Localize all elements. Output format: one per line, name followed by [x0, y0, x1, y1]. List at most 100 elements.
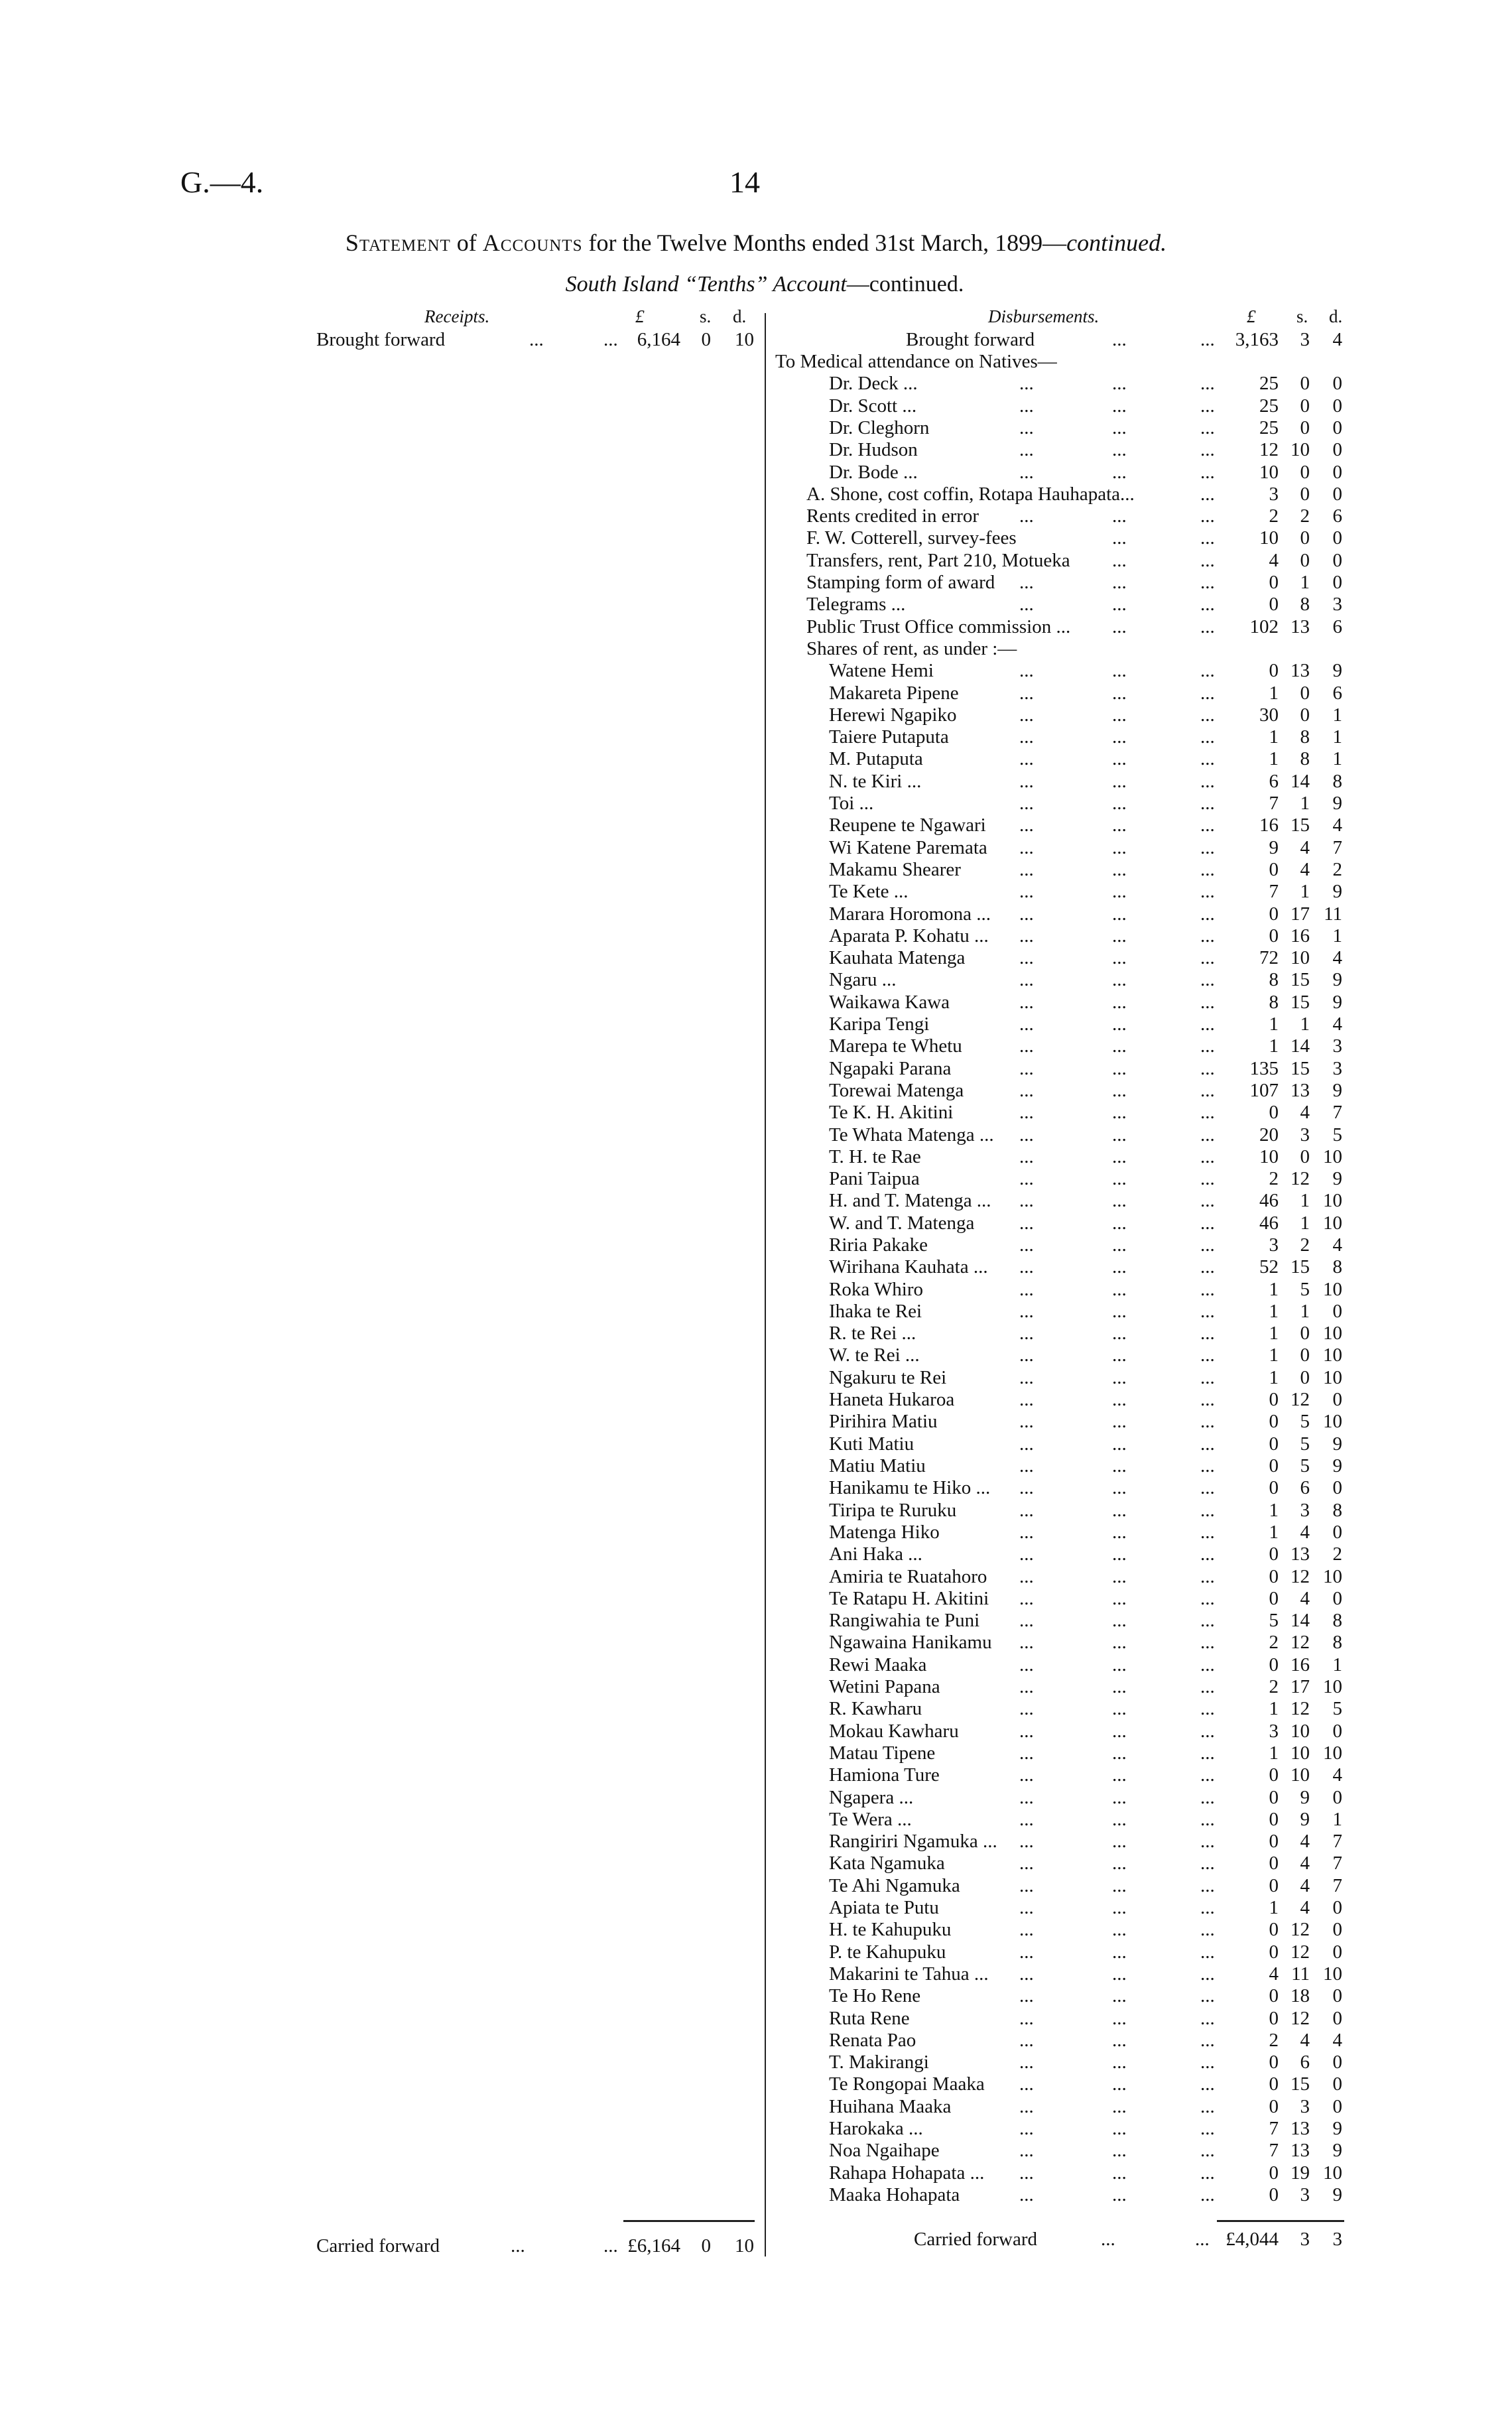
leader-dots: ...	[1019, 2118, 1034, 2139]
leader-dots: ...	[1019, 1764, 1034, 1786]
leader-dots: ...	[1019, 660, 1034, 681]
leader-dots: ...	[1200, 1543, 1215, 1565]
shillings: 15	[1291, 1256, 1310, 1277]
pence: 9	[1332, 2140, 1343, 2161]
leader-dots: ...	[1019, 1389, 1034, 1410]
leader-dots: ...	[1112, 439, 1127, 460]
statement-title: Statement of Accounts for the Twelve Mon…	[0, 229, 1512, 257]
disbursements-heading: Disbursements.	[988, 306, 1100, 326]
pounds: 0	[1269, 1433, 1279, 1455]
leader-dots: ...	[1112, 1543, 1127, 1565]
pounds: 25	[1259, 373, 1279, 394]
leader-dots: ...	[1019, 1367, 1034, 1388]
leader-dots: ...	[1019, 1058, 1034, 1079]
leader-dots: ...	[1200, 2052, 1215, 2073]
leader-dots: ...	[1200, 1102, 1215, 1123]
shillings: 4	[1300, 1522, 1310, 1543]
shillings: 19	[1291, 2162, 1310, 2184]
pence: 0	[1332, 395, 1343, 417]
pounds: 0	[1269, 1455, 1279, 1476]
shillings: 4	[1300, 1588, 1310, 1609]
leader-dots: ...	[1019, 925, 1034, 947]
row-label: A. Shone, cost coffin, Rotapa Hauhapata.…	[806, 484, 1135, 505]
pence: 10	[1323, 1367, 1342, 1388]
shillings: 15	[1291, 969, 1310, 990]
leader-dots: ...	[1112, 1455, 1127, 1476]
leader-dots: ...	[1019, 2140, 1034, 2161]
leader-dots: ...	[1112, 2008, 1127, 2029]
shillings: 8	[1300, 726, 1310, 748]
leader-dots: ...	[1112, 1058, 1127, 1079]
pounds: 6	[1269, 771, 1279, 792]
row-label: T. H. te Rae	[829, 1146, 921, 1167]
leader-dots: ...	[1200, 793, 1215, 814]
pounds: 0	[1269, 859, 1279, 880]
leader-dots: ...	[1200, 992, 1215, 1013]
pence: 9	[1332, 793, 1343, 814]
row-label: Wirihana Kauhata ...	[829, 1256, 988, 1277]
pence: 8	[1332, 1500, 1343, 1521]
row-label: Haneta Hukaroa	[829, 1389, 955, 1410]
pence: 0	[1332, 462, 1343, 483]
pence: 4	[1332, 1014, 1343, 1035]
leader-dots: ...	[1200, 462, 1215, 483]
pounds: 1	[1269, 1323, 1279, 1344]
row-label: Mokau Kawharu	[829, 1721, 959, 1742]
disbursements-col-shillings: s.	[1296, 306, 1308, 326]
leader-dots: ...	[1019, 1102, 1034, 1123]
leader-dots: ...	[1019, 704, 1034, 726]
leader-dots: ...	[1200, 1676, 1215, 1697]
row-label: Te Ratapu H. Akitini	[829, 1588, 989, 1609]
pounds: 0	[1269, 660, 1279, 681]
pence: 6	[1332, 505, 1343, 527]
leader-dots: ...	[1200, 1035, 1215, 1057]
leader-dots: ...	[1019, 1080, 1034, 1101]
pence: 6	[1332, 616, 1343, 637]
shillings: 1	[1300, 1212, 1310, 1234]
row-label: Huihana Maaka	[829, 2096, 952, 2117]
shillings: 9	[1300, 1787, 1310, 1808]
shillings: 9	[1300, 1809, 1310, 1830]
title-period: for the Twelve Months ended 31st March, …	[582, 229, 1067, 256]
pounds: 0	[1269, 2096, 1279, 2117]
row-label: Pani Taipua	[829, 1168, 920, 1189]
pence: 0	[1332, 1301, 1343, 1322]
pence: 0	[1332, 2073, 1343, 2095]
pounds: £4,044	[1226, 2229, 1279, 2250]
shillings: 4	[1300, 1831, 1310, 1852]
row-label: Hanikamu te Hiko ...	[829, 1477, 991, 1498]
leader-dots: ...	[1200, 1477, 1215, 1498]
row-label: T. Makirangi	[829, 2052, 929, 2073]
pounds: £6,164	[627, 2235, 680, 2257]
row-label: Renata Pao	[829, 2030, 916, 2051]
pence: 1	[1332, 748, 1343, 769]
pounds: 1	[1269, 1500, 1279, 1521]
row-label: W. and T. Matenga	[829, 1212, 975, 1234]
leader-dots: ...	[1112, 1124, 1127, 1145]
shillings: 13	[1291, 2140, 1310, 2161]
pence: 3	[1332, 2229, 1343, 2250]
row-label: Wi Katene Paremata	[829, 837, 987, 858]
shillings: 12	[1291, 2008, 1310, 2029]
leader-dots: ...	[1200, 1411, 1215, 1432]
subtitle-account: South Island “Tenths” Account	[565, 272, 847, 296]
pounds: 7	[1269, 2140, 1279, 2161]
leader-dots: ...	[1200, 1301, 1215, 1322]
pounds: 6,164	[637, 329, 680, 350]
pounds: 1	[1269, 1301, 1279, 1322]
row-label: Karipa Tengi	[829, 1014, 930, 1035]
leader-dots: ...	[1200, 572, 1215, 593]
leader-dots: ...	[1019, 1301, 1034, 1322]
leader-dots: ...	[1112, 1212, 1127, 1234]
leader-dots: ...	[1112, 1698, 1127, 1719]
pence: 0	[1332, 1721, 1343, 1742]
leader-dots: ...	[1195, 2229, 1210, 2250]
pence: 4	[1332, 1764, 1343, 1786]
pence: 0	[1332, 417, 1343, 438]
leader-dots: ...	[1019, 1632, 1034, 1653]
pounds: 1	[1269, 748, 1279, 769]
shillings: 3	[1300, 1500, 1310, 1521]
receipts-col-shillings: s.	[700, 306, 712, 326]
pence: 10	[735, 329, 754, 350]
shillings: 8	[1300, 748, 1310, 769]
